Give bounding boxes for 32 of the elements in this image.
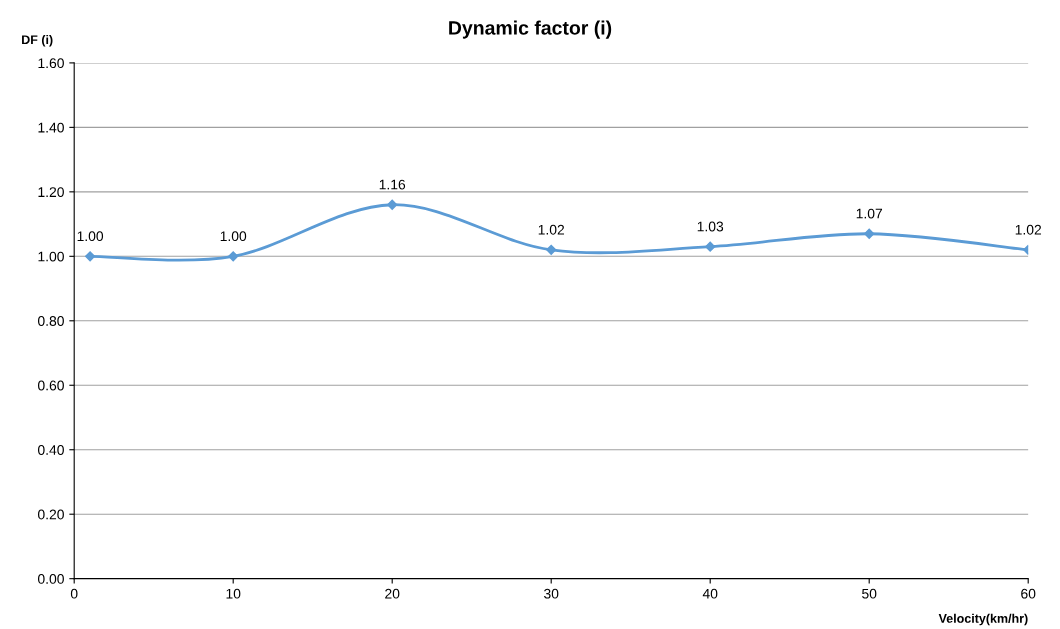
y-tick-label: 0.40 <box>37 445 64 455</box>
y-tick-label: 1.40 <box>38 122 64 133</box>
point <box>705 241 716 252</box>
point <box>864 228 875 239</box>
x-tick-label: 40 <box>702 588 718 599</box>
data-label: 1.16 <box>379 179 406 190</box>
x-tick-label: 20 <box>385 588 400 599</box>
point <box>546 244 557 255</box>
y-tick-label: 1.20 <box>38 187 64 198</box>
y-tick-label: 0.00 <box>37 574 64 584</box>
y-tick-label: 1.00 <box>38 251 64 262</box>
x-axis-title: Velocity(km/hr) <box>938 613 1028 626</box>
y-tick-label: 0.20 <box>37 509 64 520</box>
x-tick-label: 0 <box>70 588 78 599</box>
point <box>387 199 398 210</box>
chart-title: Dynamic factor (i) <box>449 20 612 39</box>
point <box>228 251 239 262</box>
point <box>84 251 96 262</box>
x-tick-label: 30 <box>544 588 559 599</box>
data-label: 1.07 <box>856 208 883 219</box>
data-label: 1.00 <box>77 231 104 242</box>
data-label: 1.02 <box>538 224 565 235</box>
y-tick-label: 0.80 <box>37 316 64 326</box>
y-tick-label: 1.60 <box>38 58 64 69</box>
y-axis-title: DF (i) <box>22 34 53 47</box>
data-label: 1.03 <box>697 221 724 232</box>
data-label: 1.02 <box>1015 224 1042 235</box>
data-label: 1.00 <box>220 231 247 242</box>
x-tick-label: 50 <box>862 588 877 599</box>
x-tick-label: 60 <box>1021 588 1036 599</box>
x-tick-label: 10 <box>226 588 241 599</box>
y-tick-label: 0.60 <box>37 380 64 391</box>
